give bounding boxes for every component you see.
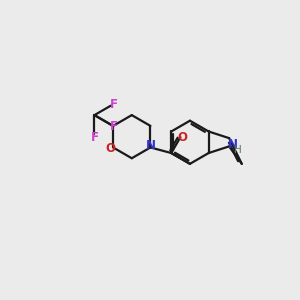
Text: O: O: [105, 142, 115, 155]
Text: F: F: [110, 120, 118, 133]
Text: F: F: [110, 98, 118, 111]
Text: F: F: [90, 131, 98, 144]
Text: O: O: [178, 131, 188, 144]
Text: N: N: [146, 139, 156, 152]
Text: N: N: [228, 138, 238, 151]
Text: H: H: [235, 145, 242, 155]
